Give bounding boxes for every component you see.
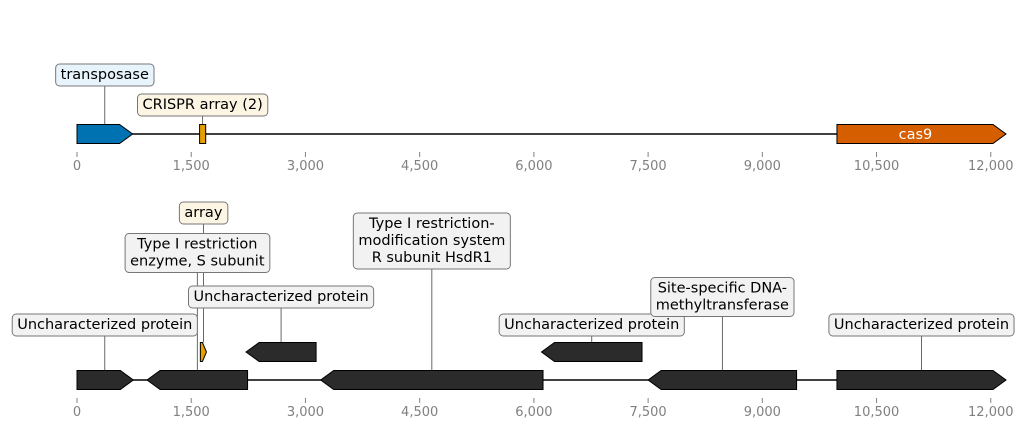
feature-label-text: Site-specific DNA-methyltransferase bbox=[656, 281, 789, 314]
feature-label-text: Type I restriction-modification system R … bbox=[358, 216, 505, 266]
feature-label-text: transposase bbox=[61, 67, 149, 83]
feature-label-text: array bbox=[184, 205, 222, 221]
feature-label[interactable]: CRISPR array (2) bbox=[137, 93, 269, 117]
track-top: 0 1,500 3,000 4,500 6,000 7,500 9,000 10,500 12,… bbox=[55, 63, 1014, 174]
crispr-array-small[interactable] bbox=[199, 342, 207, 362]
axis-tick-label: 7,500 bbox=[629, 159, 666, 174]
feature-label-text: Uncharacterized protein bbox=[834, 317, 1009, 333]
uncharacterized-protein-4[interactable] bbox=[836, 370, 1007, 390]
feature-label[interactable]: Uncharacterized protein bbox=[11, 313, 198, 337]
axis-tick-label: 1,500 bbox=[173, 405, 210, 420]
feature-label[interactable]: Type I restriction-modification system R … bbox=[352, 212, 511, 270]
axis-tick-label: 6,000 bbox=[515, 405, 552, 420]
feature-label-box bbox=[55, 63, 155, 87]
feature-label-text: CRISPR array (2) bbox=[143, 97, 263, 113]
feature-inner-label: cas9 bbox=[899, 127, 933, 143]
feature-label-box bbox=[650, 277, 795, 317]
axis-tick-label: 4,500 bbox=[401, 405, 438, 420]
axis-tick-label: 0 bbox=[73, 405, 81, 420]
feature-label[interactable]: Uncharacterized protein bbox=[828, 313, 1015, 337]
feature-label-box bbox=[11, 313, 198, 337]
feature-label[interactable]: array bbox=[178, 201, 229, 225]
axis-tick-label: 3,000 bbox=[287, 405, 324, 420]
feature-label[interactable]: Site-specific DNA-methyltransferase bbox=[650, 277, 795, 317]
type-i-restriction-r-subunit[interactable] bbox=[319, 370, 544, 390]
feature-label-box bbox=[124, 233, 271, 273]
feature-label[interactable]: Uncharacterized protein bbox=[498, 313, 685, 337]
feature-label-text: Uncharacterized protein bbox=[504, 317, 679, 333]
axis-tick-label: 12,000 bbox=[968, 405, 1014, 420]
feature-label-box bbox=[828, 313, 1015, 337]
site-specific-dna-methyltransferase[interactable] bbox=[647, 370, 798, 390]
feature-label-box bbox=[137, 93, 269, 117]
axis-tick-label: 9,000 bbox=[744, 405, 781, 420]
feature-label-text: Uncharacterized protein bbox=[193, 289, 368, 305]
axis-tick-label: 1,500 bbox=[173, 159, 210, 174]
feature-label[interactable]: transposase bbox=[55, 63, 155, 87]
uncharacterized-protein-3[interactable] bbox=[540, 342, 643, 362]
feature-label[interactable]: Type I restriction enzyme, S subunit bbox=[124, 233, 271, 273]
feature-labels: Uncharacterized protein array Type I restr… bbox=[11, 201, 1015, 337]
feature-label-box bbox=[498, 313, 685, 337]
transposase-feature[interactable] bbox=[76, 124, 134, 144]
axis-tick-label: 10,500 bbox=[854, 405, 900, 420]
axis-tick-label: 0 bbox=[73, 159, 81, 174]
axis-tick-label: 4,500 bbox=[401, 159, 438, 174]
type-i-restriction-s-subunit[interactable] bbox=[146, 370, 249, 390]
feature-label-box bbox=[178, 201, 229, 225]
axis-tick-label: 6,000 bbox=[515, 159, 552, 174]
uncharacterized-protein-1[interactable] bbox=[76, 370, 135, 390]
track-bottom: 0 1,500 3,000 4,500 6,000 7,500 9,000 10,500 12,… bbox=[11, 201, 1015, 420]
feature-label-text: Uncharacterized protein bbox=[17, 317, 192, 333]
cas9-feature[interactable] bbox=[836, 124, 1007, 144]
axis-tick-label: 9,000 bbox=[744, 159, 781, 174]
axis-tick-label: 12,000 bbox=[968, 159, 1014, 174]
uncharacterized-protein-2[interactable] bbox=[245, 342, 317, 362]
axis-tick-label: 10,500 bbox=[854, 159, 900, 174]
feature-label-text: Type I restriction enzyme, S subunit bbox=[130, 237, 265, 270]
feature-label-box bbox=[352, 212, 511, 270]
feature-label-box bbox=[187, 285, 375, 309]
feature-labels: transposase CRISPR array (2) bbox=[55, 63, 269, 117]
feature-label[interactable]: Uncharacterized protein bbox=[187, 285, 375, 309]
crispr-array-feature[interactable] bbox=[199, 124, 207, 144]
axis-tick-label: 3,000 bbox=[287, 159, 324, 174]
axis-tick-label: 7,500 bbox=[629, 405, 666, 420]
